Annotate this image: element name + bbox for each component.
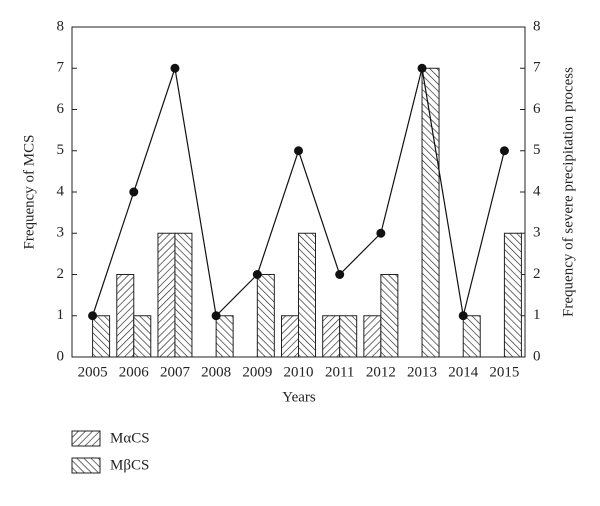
x-tick-label: 2006 [119, 364, 150, 380]
bar [92, 315, 111, 358]
legend-swatch [71, 457, 101, 474]
x-tick-label: 2014 [448, 364, 479, 380]
y2-tick-label: 2 [533, 266, 541, 282]
point [88, 311, 98, 321]
y2-axis-title: Frequency of severe precipitation proces… [560, 67, 576, 317]
bar [174, 232, 193, 358]
y2-tick-label: 7 [533, 60, 541, 76]
point [417, 63, 427, 73]
bar [462, 315, 481, 358]
legend-label: MαCS [110, 430, 150, 446]
y-tick-label: 8 [57, 18, 65, 34]
point [170, 63, 180, 73]
x-tick-label: 2007 [160, 364, 191, 380]
y-tick-label: 5 [57, 142, 65, 158]
x-axis-title: Years [282, 389, 316, 405]
point [499, 146, 509, 156]
y-tick-label: 6 [57, 101, 65, 117]
bar [322, 315, 341, 358]
point [458, 311, 468, 321]
point [335, 270, 345, 279]
x-tick-label: 2012 [366, 364, 396, 380]
bar [157, 232, 176, 358]
x-tick-label: 2010 [284, 364, 314, 380]
y2-tick-label: 0 [533, 348, 541, 364]
x-tick-label: 2005 [78, 364, 108, 380]
y2-tick-label: 4 [533, 183, 541, 199]
y2-tick-label: 8 [533, 18, 541, 34]
point [376, 228, 386, 238]
bar [421, 67, 440, 358]
x-tick-label: 2015 [489, 364, 519, 380]
y-tick-label: 7 [57, 60, 65, 76]
point [294, 146, 303, 156]
bar [256, 274, 275, 358]
y-tick-label: 1 [57, 307, 65, 323]
y2-tick-label: 3 [533, 225, 541, 241]
bar [133, 315, 152, 358]
y-tick-label: 4 [57, 183, 65, 199]
point [211, 311, 221, 321]
legend-swatch [71, 430, 101, 447]
x-tick-label: 2011 [325, 364, 354, 380]
bar [298, 232, 316, 358]
bar [339, 315, 358, 358]
x-tick-label: 2013 [407, 364, 437, 380]
bar [503, 232, 522, 358]
y2-tick-label: 6 [533, 101, 541, 117]
y-tick-label: 0 [57, 348, 65, 364]
x-tick-label: 2009 [242, 364, 272, 380]
y-tick-label: 2 [57, 266, 65, 282]
bar [363, 315, 382, 358]
y2-tick-label: 1 [533, 307, 541, 323]
x-tick-label: 2008 [201, 364, 231, 380]
point [252, 270, 262, 279]
y-axis-title: Frequency of MCS [21, 135, 37, 250]
bar [116, 274, 135, 358]
point [129, 187, 139, 197]
bar [281, 315, 299, 358]
bar [380, 274, 399, 358]
y-tick-label: 3 [57, 225, 65, 241]
y2-tick-label: 5 [533, 142, 541, 158]
bar [215, 315, 234, 358]
legend-label: MβCS [110, 457, 149, 473]
